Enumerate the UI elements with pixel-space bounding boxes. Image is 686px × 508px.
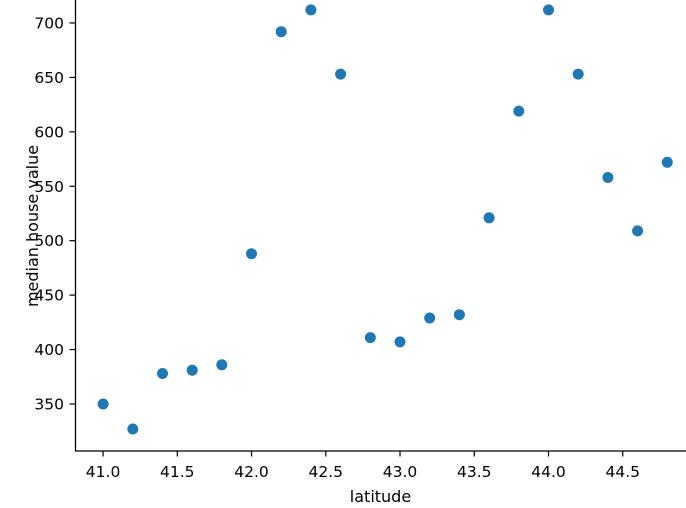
x-tick-label: 43.5: [457, 463, 492, 481]
data-point: [513, 105, 525, 117]
axes-spines: [74, 0, 686, 452]
data-point: [572, 68, 584, 80]
y-tick-label: 500: [34, 232, 64, 250]
x-tick-label: 42.0: [234, 463, 269, 481]
data-point: [453, 309, 465, 321]
data-point: [275, 26, 287, 38]
data-point: [661, 156, 673, 168]
data-point: [305, 4, 317, 16]
data-point: [543, 4, 554, 16]
y-tick-label: 650: [34, 69, 64, 87]
y-tick-label: 450: [34, 287, 64, 305]
y-axis-ticks: 350 400 450 500 550 600 650 700: [34, 14, 75, 413]
data-point: [424, 312, 436, 324]
data-point: [394, 336, 406, 348]
data-point: [632, 225, 644, 237]
data-point: [97, 398, 109, 410]
data-points: [97, 4, 673, 435]
y-axis-label: median house value: [23, 145, 42, 307]
data-point: [216, 359, 228, 371]
data-point: [364, 332, 376, 344]
y-tick-label: 700: [34, 14, 64, 32]
data-point: [186, 364, 198, 376]
x-axis-label: latitude: [350, 487, 411, 506]
x-tick-label: 43.0: [383, 463, 418, 481]
data-point: [127, 423, 139, 435]
data-point: [335, 68, 347, 80]
x-tick-label: 41.5: [160, 463, 195, 481]
y-tick-label: 400: [34, 341, 64, 359]
data-point: [602, 172, 614, 183]
x-tick-label: 42.5: [309, 463, 344, 481]
x-tick-label: 41.0: [86, 463, 121, 481]
data-point: [483, 212, 495, 224]
data-point: [246, 248, 257, 260]
data-point: [157, 368, 168, 379]
y-tick-label: 600: [34, 123, 64, 141]
x-tick-label: 44.0: [531, 463, 566, 481]
x-tick-label: 44.5: [605, 463, 640, 481]
y-tick-label: 550: [34, 178, 64, 196]
y-tick-label: 350: [34, 395, 64, 413]
x-axis-ticks: 41.0 41.5 42.0 42.5 43.0 43.5 44.0 44.5: [86, 451, 640, 481]
